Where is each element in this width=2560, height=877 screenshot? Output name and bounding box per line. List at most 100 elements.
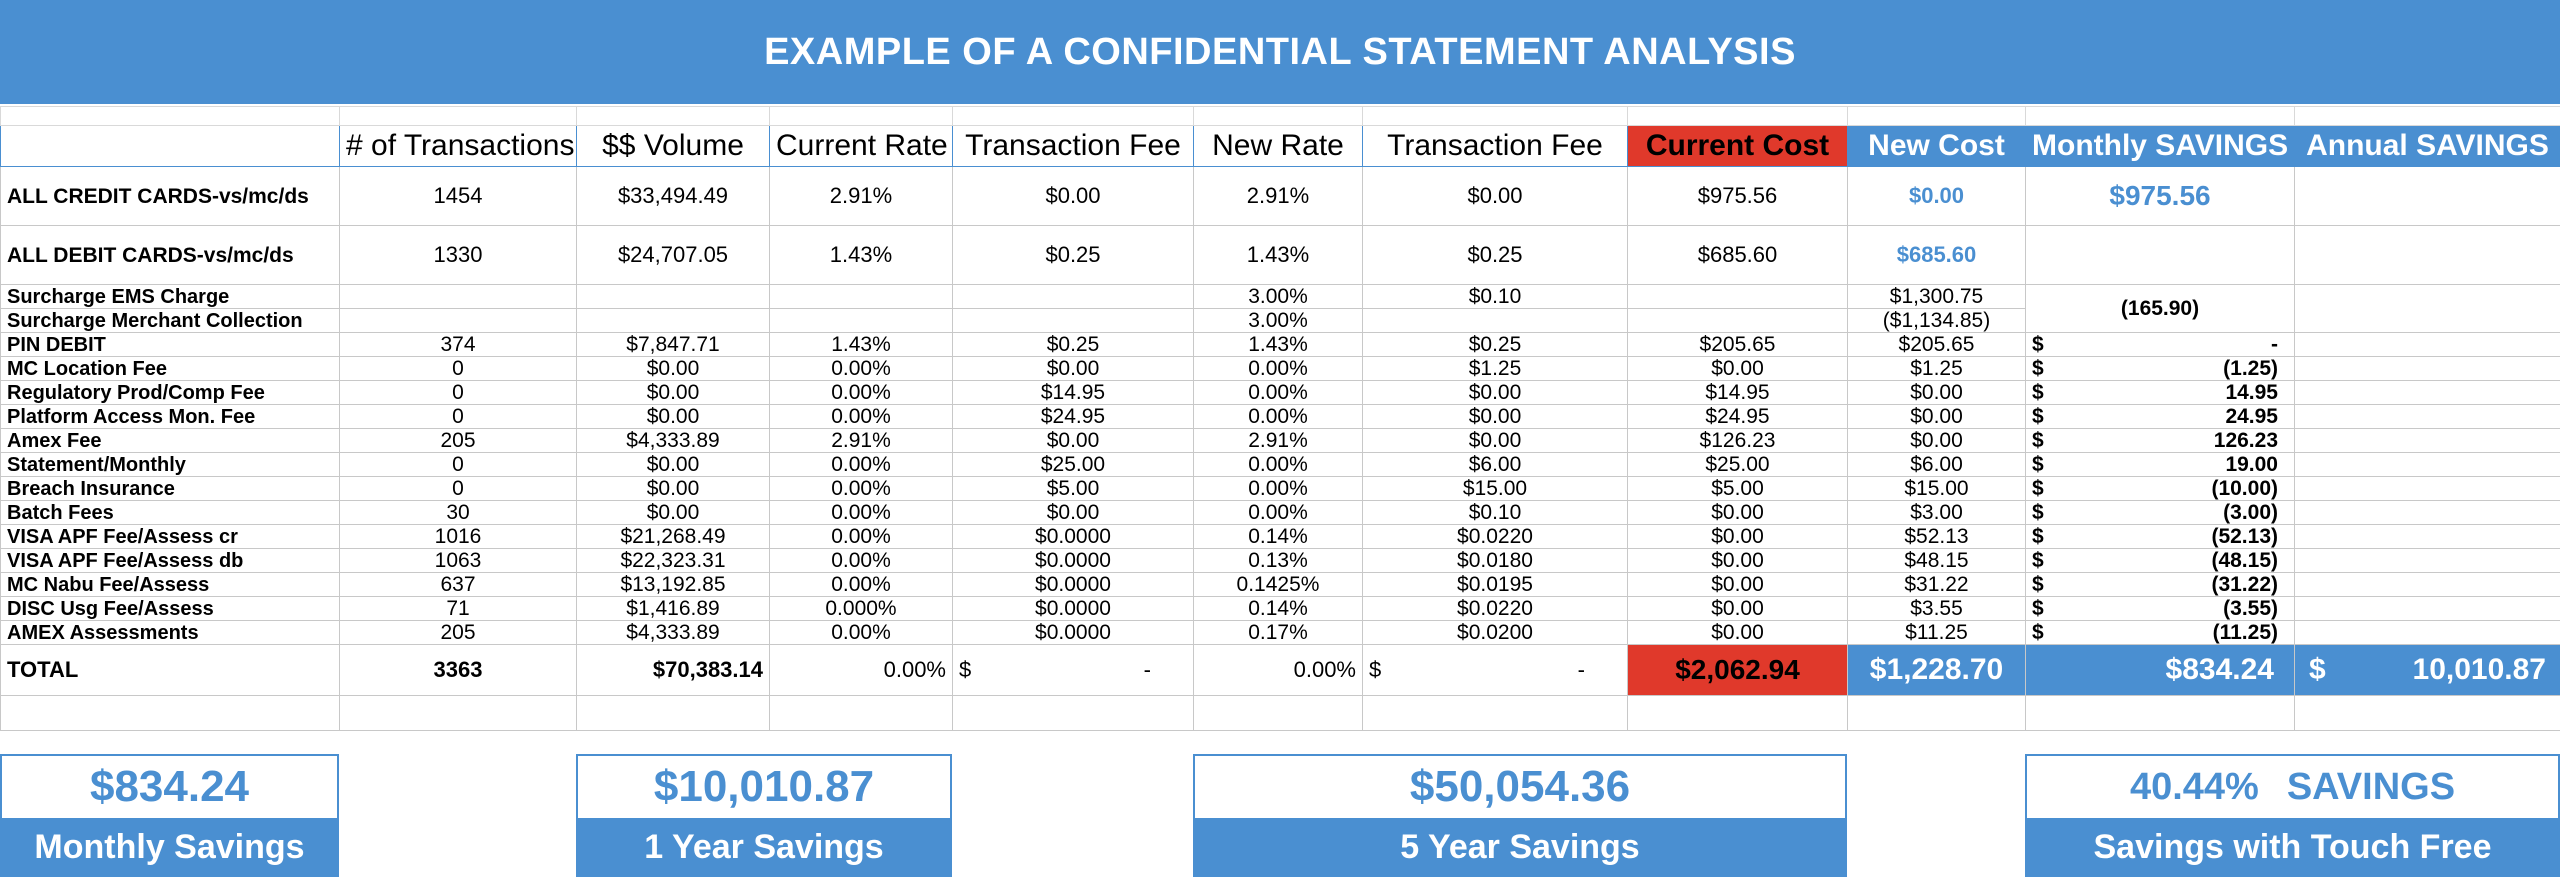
percent-savings-word: SAVINGS <box>2286 765 2456 808</box>
row-label: Surcharge Merchant Collection <box>0 308 340 333</box>
current-rate-cell: 0.00% <box>769 380 953 405</box>
new-fee-cell: $ - <box>1362 644 1628 696</box>
new-cost-cell: $1.25 <box>1847 356 2026 381</box>
transactions-cell: 3363 <box>339 644 577 696</box>
current-rate-cell: 0.00% <box>769 404 953 429</box>
current-cost-cell: $14.95 <box>1627 380 1848 405</box>
new-cost-cell: $6.00 <box>1847 452 2026 477</box>
transactions-cell: 1454 <box>339 166 577 226</box>
current-cost-cell: $0.00 <box>1627 572 1848 597</box>
new-cost-cell: $205.65 <box>1847 332 2026 357</box>
transactions-cell: 205 <box>339 428 577 453</box>
volume-cell: $24,707.05 <box>576 225 770 285</box>
row-label: MC Nabu Fee/Assess <box>0 572 340 597</box>
volume-cell: $33,494.49 <box>576 166 770 226</box>
monthly-savings-cell: $ (31.22) <box>2025 572 2295 597</box>
new-fee-cell: $1.25 <box>1362 356 1628 381</box>
transactions-cell: 0 <box>339 404 577 429</box>
transactions-cell: 1016 <box>339 524 577 549</box>
currency-symbol: $ <box>959 657 972 682</box>
volume-cell: $0.00 <box>576 500 770 525</box>
current-rate-cell: 2.91% <box>769 166 953 226</box>
row-label: ALL DEBIT CARDS-vs/mc/ds <box>0 225 340 285</box>
monthly-savings-value: 14.95 <box>2225 381 2278 404</box>
current-fee-cell: $0.00 <box>952 166 1194 226</box>
monthly-savings-value: (52.13) <box>2211 525 2278 548</box>
monthly-savings-value: (31.22) <box>2211 573 2278 596</box>
monthly-savings-cell: $14.95 <box>2025 380 2295 405</box>
current-cost-cell: $5.00 <box>1627 476 1848 501</box>
annual-savings-cell <box>2294 380 2560 405</box>
fee-row: Regulatory Prod/Comp Fee 0 $0.00 0.00% $14.9… <box>0 380 2560 405</box>
currency-symbol: $ <box>2032 429 2044 452</box>
new-cost-cell: $0.00 <box>1847 404 2026 429</box>
monthly-savings-cell: $ (1.25) <box>2025 356 2295 381</box>
row-label: ALL CREDIT CARDS-vs/mc/ds <box>0 166 340 226</box>
new-cost-cell: $3.00 <box>1847 500 2026 525</box>
fee-row: Breach Insurance 0 $0.00 0.00% $5.00 0.00% $15… <box>0 476 2560 501</box>
current-rate-cell: 2.91% <box>769 428 953 453</box>
page-title: EXAMPLE OF A CONFIDENTIAL STATEMENT ANAL… <box>764 30 1796 73</box>
header-row: # of Transactions $$ Volume Current Rate… <box>0 125 2560 167</box>
transactions-cell: 1063 <box>339 548 577 573</box>
transactions-cell: 0 <box>339 380 577 405</box>
new-rate-cell: 0.00% <box>1193 644 1363 696</box>
currency-symbol: $ <box>2032 333 2044 356</box>
header-current-rate: Current Rate <box>769 125 953 167</box>
currency-symbol: $ <box>2032 453 2044 476</box>
fee-row: MC Location Fee 0 $0.00 0.00% $0.00 0.00% $1.2… <box>0 356 2560 381</box>
annual-savings-cell: $10,010.87 <box>2294 644 2560 696</box>
transactions-cell: 374 <box>339 332 577 357</box>
volume-cell: $0.00 <box>576 356 770 381</box>
fee-row: AMEX Assessments 205 $4,333.89 0.00% $0.0000… <box>0 620 2560 645</box>
new-rate-cell: 0.14% <box>1193 596 1363 621</box>
new-rate-cell: 0.00% <box>1193 356 1363 381</box>
fee-row: Batch Fees 30 $0.00 0.00% $0.00 0.00% $0.10 $0.… <box>0 500 2560 525</box>
new-cost-cell: $0.00 <box>1847 380 2026 405</box>
current-cost-cell: $0.00 <box>1627 596 1848 621</box>
monthly-savings-cell: $ - <box>2025 332 2295 357</box>
volume-cell: $0.00 <box>576 476 770 501</box>
five-year-savings-box: $50,054.36 5 Year Savings <box>1193 754 1847 877</box>
fee-row: DISC Usg Fee/Assess 71 $1,416.89 0.000% $0.0… <box>0 596 2560 621</box>
row-label: Platform Access Mon. Fee <box>0 404 340 429</box>
annual-savings-cell <box>2294 332 2560 357</box>
transactions-cell: 30 <box>339 500 577 525</box>
volume-cell: $1,416.89 <box>576 596 770 621</box>
new-rate-cell: 0.00% <box>1193 476 1363 501</box>
currency-symbol: $ <box>2032 621 2044 644</box>
monthly-savings-cell: $24.95 <box>2025 404 2295 429</box>
transactions-cell: 1330 <box>339 225 577 285</box>
debit-row: ALL DEBIT CARDS-vs/mc/ds 1330 $24,707.05… <box>0 225 2560 285</box>
current-fee-cell: $0.0000 <box>952 572 1194 597</box>
volume-cell: $22,323.31 <box>576 548 770 573</box>
new-fee-cell: $0.0195 <box>1362 572 1628 597</box>
new-cost-cell: $1,300.75 <box>1847 284 2026 309</box>
transactions-cell: 71 <box>339 596 577 621</box>
currency-symbol: $ <box>2032 477 2044 500</box>
year-savings-label: 1 Year Savings <box>576 818 952 877</box>
current-rate-cell: 0.00% <box>769 524 953 549</box>
five-year-savings-value: $50,054.36 <box>1193 754 1847 818</box>
header-new-fee: Transaction Fee <box>1362 125 1628 167</box>
monthly-savings-cell: $975.56 <box>2025 166 2295 226</box>
header-new-cost: New Cost <box>1847 125 2026 167</box>
new-fee-cell: $0.00 <box>1362 428 1628 453</box>
annual-savings-cell <box>2294 166 2560 226</box>
annual-savings-cell <box>2294 356 2560 381</box>
header-new-rate: New Rate <box>1193 125 1363 167</box>
new-rate-cell: 3.00% <box>1193 308 1363 333</box>
new-fee-cell: $0.00 <box>1362 404 1628 429</box>
new-rate-cell: 0.00% <box>1193 404 1363 429</box>
header-transactions: # of Transactions <box>339 125 577 167</box>
new-cost-cell: $11.25 <box>1847 620 2026 645</box>
current-rate-cell: 0.00% <box>769 356 953 381</box>
row-label: Regulatory Prod/Comp Fee <box>0 380 340 405</box>
row-label: Batch Fees <box>0 500 340 525</box>
monthly-savings-cell: $126.23 <box>2025 428 2295 453</box>
volume-cell: $21,268.49 <box>576 524 770 549</box>
row-label: TOTAL <box>0 644 340 696</box>
currency-symbol: $ <box>2032 381 2044 404</box>
transactions-cell: 0 <box>339 452 577 477</box>
spacer-row <box>0 695 2560 731</box>
